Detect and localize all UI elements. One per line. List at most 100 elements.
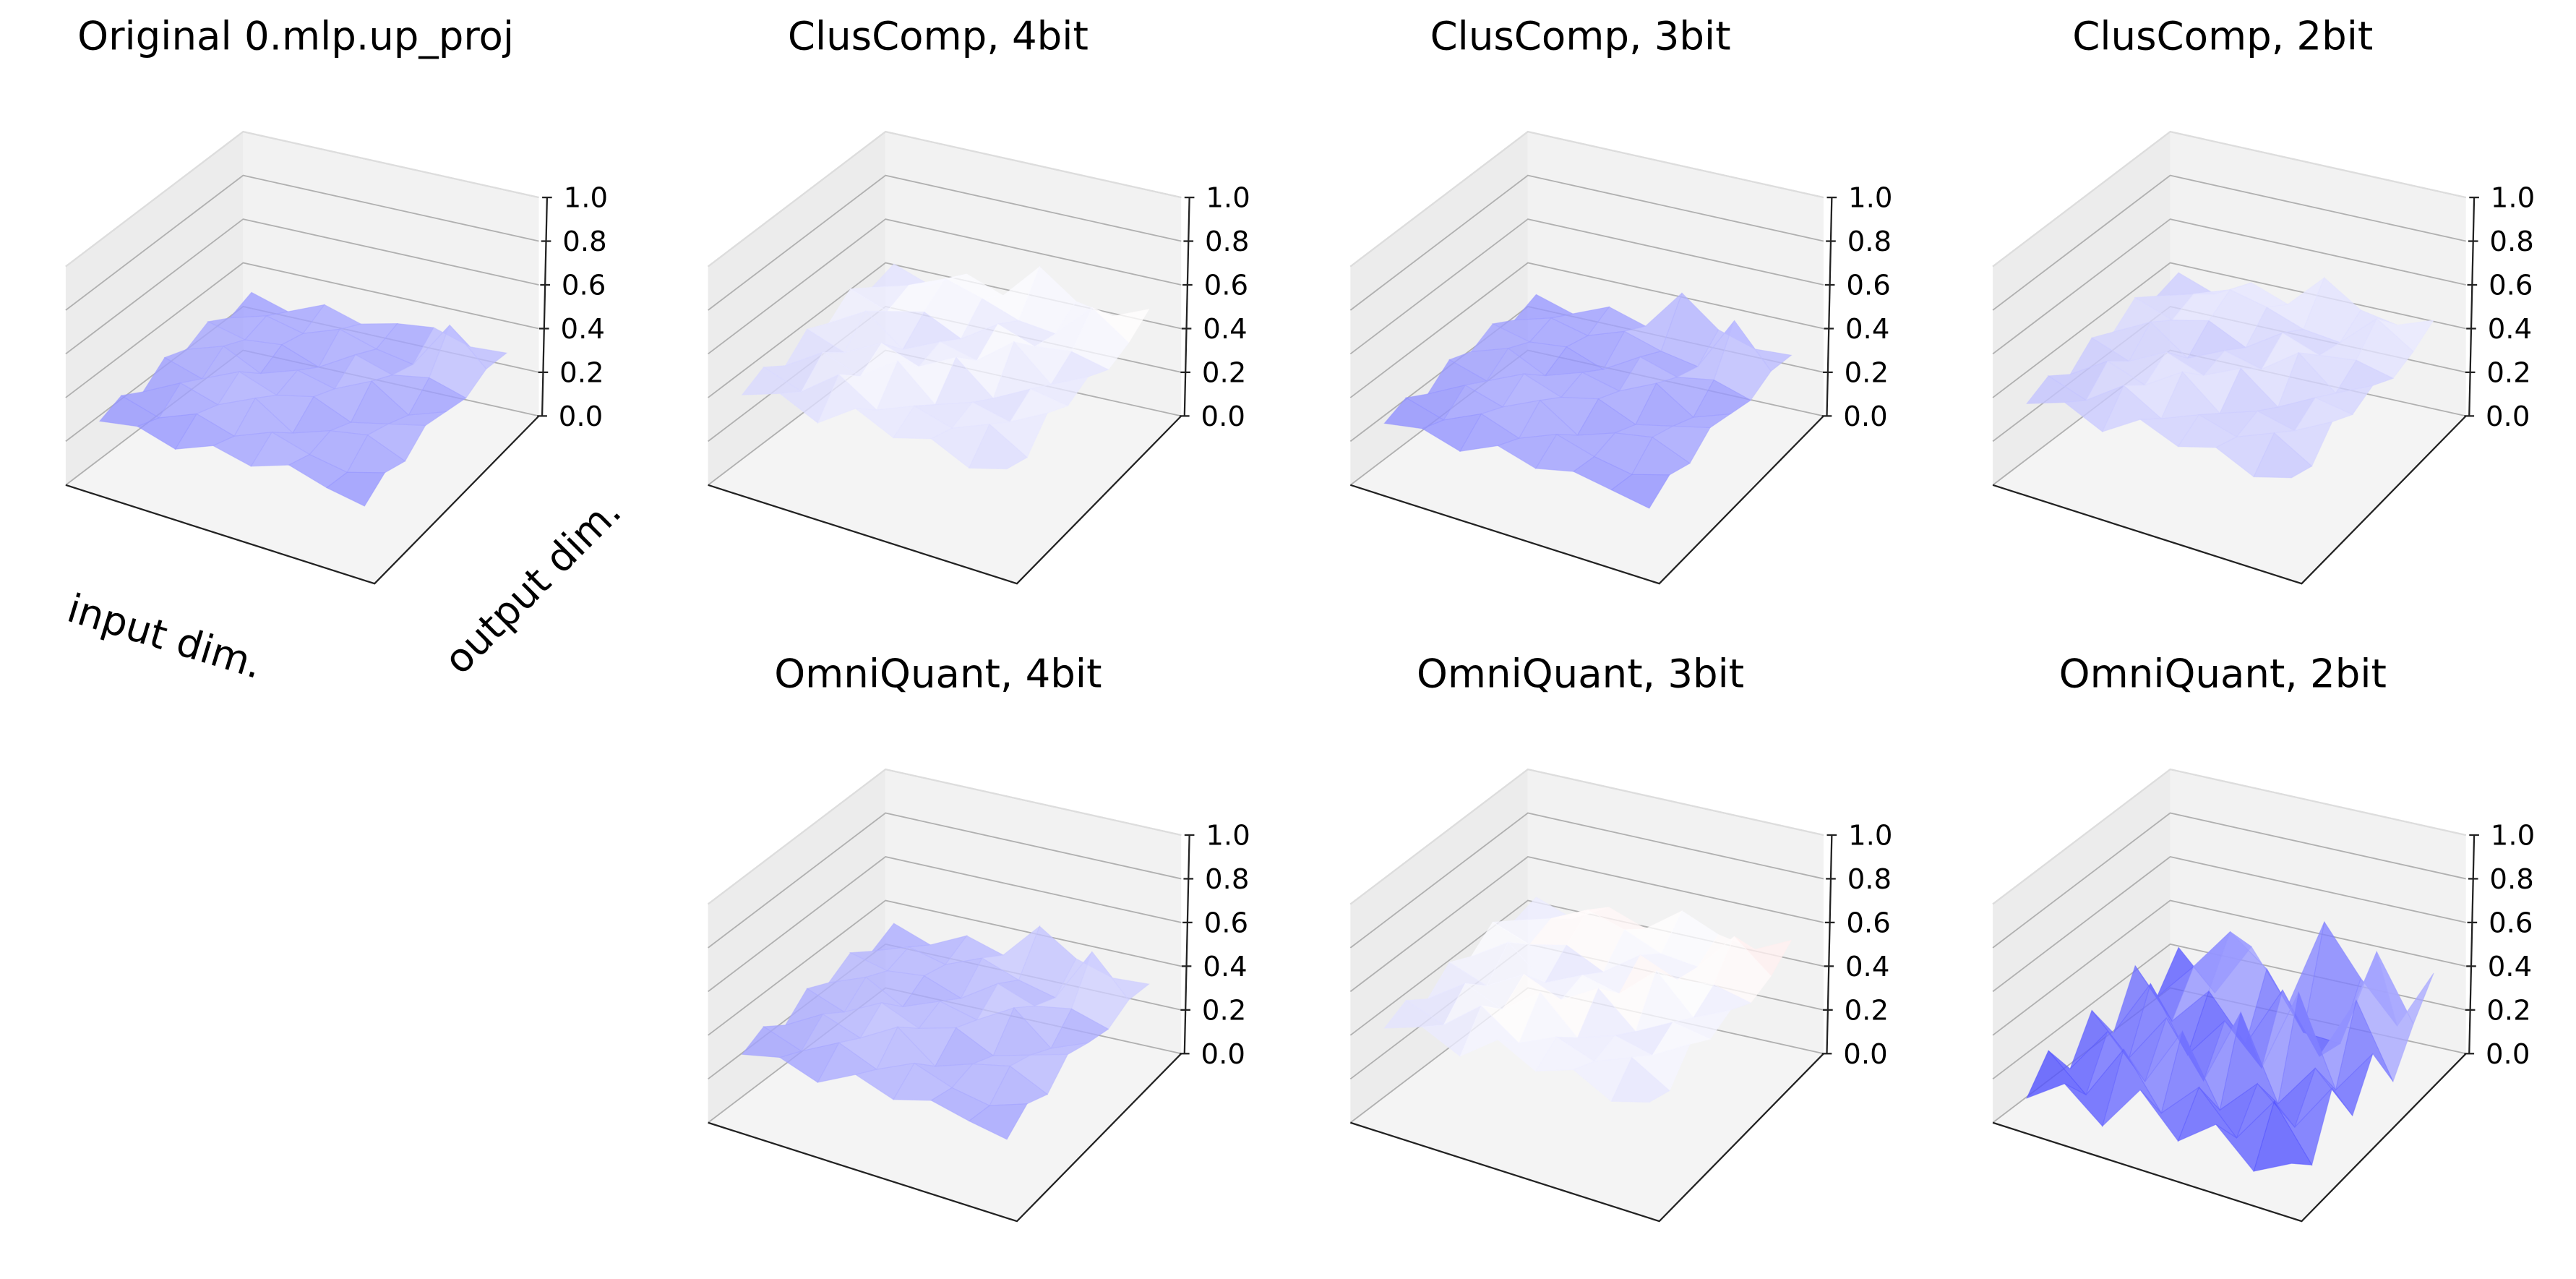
- z-tick-label: 0.2: [559, 357, 604, 390]
- grid-line: [65, 262, 539, 398]
- z-tick-label: 0.8: [2489, 226, 2533, 258]
- z-tick-label: 0.2: [2486, 994, 2530, 1027]
- z-tick-label: 1.0: [1848, 182, 1892, 215]
- surface: [1383, 292, 1793, 509]
- z-tick-label: 0.4: [2488, 951, 2532, 983]
- pane-edge: [1992, 415, 2467, 585]
- left-pane: [708, 769, 886, 1123]
- grid-line: [1349, 174, 1824, 311]
- subplot: 0.0 0.2 0.4 0.6 0.8 1.0 OmniQuant, 3bit: [1349, 650, 1893, 1223]
- z-tick-label: 0.2: [2486, 357, 2530, 390]
- z-tick-label: 1.0: [564, 182, 608, 215]
- surface-patch: [1610, 474, 1670, 509]
- z-axis: [2468, 834, 2476, 1054]
- z-tick-label: 1.0: [2491, 182, 2535, 215]
- z-tick-label: 1.0: [1206, 182, 1250, 215]
- surface: [2026, 920, 2434, 1173]
- z-tick-label: 0.2: [1845, 357, 1889, 390]
- z-tick-label: 0.8: [1205, 226, 1249, 258]
- z-tick-label: 0.0: [559, 401, 603, 433]
- z-axis: [541, 197, 549, 416]
- z-axis: [2468, 197, 2476, 416]
- surface-patch: [2253, 1100, 2313, 1172]
- surface: [741, 923, 1150, 1140]
- z-tick-label: 0.0: [2486, 401, 2530, 433]
- subplot: 0.0 0.2 0.4 0.6 0.8 1.0 Original 0.mlp.up_proj…: [62, 13, 630, 688]
- z-tick-label: 0.0: [1201, 1038, 1245, 1071]
- z-tick-label: 1.0: [2491, 820, 2535, 852]
- grid-line: [1349, 856, 1824, 993]
- pane-edge: [65, 130, 539, 268]
- left-pane: [65, 132, 244, 485]
- surface: [2025, 272, 2435, 479]
- z-tick-label: 0.6: [2489, 907, 2533, 940]
- z-tick-label: 0.6: [2489, 270, 2533, 302]
- grid-line: [1349, 218, 1824, 355]
- surface-patch: [1610, 1056, 1670, 1103]
- z-tick-label: 0.6: [562, 270, 606, 302]
- subplot-title: ClusComp, 2bit: [2072, 13, 2373, 59]
- z-tick-label: 0.4: [1845, 313, 1889, 346]
- subplot: 0.0 0.2 0.4 0.6 0.8 1.0 OmniQuant, 4bit: [707, 650, 1250, 1223]
- surface-patch: [2253, 432, 2313, 479]
- pane-edge: [1992, 1053, 2467, 1223]
- subplot: 0.0 0.2 0.4 0.6 0.8 1.0 OmniQuant, 2bit: [1992, 650, 2535, 1223]
- z-tick-label: 0.6: [1204, 270, 1248, 302]
- z-tick-label: 1.0: [1206, 820, 1250, 852]
- left-pane: [1350, 132, 1528, 485]
- subplot-title: OmniQuant, 3bit: [1417, 650, 1744, 696]
- grid-line: [708, 174, 1182, 311]
- z-tick-label: 1.0: [1848, 820, 1892, 852]
- surface-patch: [325, 471, 386, 507]
- pane-edge: [1992, 130, 2466, 268]
- z-tick-label: 0.8: [562, 226, 606, 258]
- pane-edge: [1350, 415, 1824, 585]
- z-tick-label: 0.6: [1846, 907, 1890, 940]
- subplot-title: OmniQuant, 4bit: [774, 650, 1102, 696]
- subplot-title: ClusComp, 4bit: [788, 13, 1089, 59]
- z-tick-label: 0.0: [1201, 401, 1245, 433]
- x-axis-label: input dim.: [62, 585, 267, 688]
- pane-edge: [65, 415, 540, 585]
- grid-line: [1349, 812, 1824, 949]
- subplot-title: OmniQuant, 2bit: [2059, 650, 2387, 696]
- z-tick-label: 0.4: [1203, 951, 1247, 983]
- z-tick-label: 0.2: [1202, 994, 1246, 1027]
- grid-line: [708, 899, 1182, 1036]
- surface-patch: [968, 1103, 1029, 1140]
- grid-line: [1992, 218, 2466, 355]
- z-tick-label: 0.8: [2489, 863, 2533, 896]
- surface: [741, 263, 1150, 470]
- grid-line: [65, 218, 539, 355]
- pane-edge: [708, 415, 1182, 585]
- left-pane: [1993, 769, 2171, 1123]
- z-tick-label: 0.2: [1202, 357, 1246, 390]
- pane-edge: [707, 130, 1182, 268]
- z-tick-label: 0.4: [2488, 313, 2532, 346]
- grid-line: [708, 812, 1182, 949]
- surface-patch: [968, 423, 1029, 470]
- grid-line: [1992, 174, 2466, 311]
- grid-line: [1992, 262, 2466, 398]
- z-tick-label: 0.4: [1203, 313, 1247, 346]
- y-axis-label: output dim.: [435, 488, 630, 683]
- pane-edge: [1350, 1053, 1824, 1223]
- grid-line: [1349, 262, 1824, 398]
- z-tick-label: 0.0: [1843, 1038, 1887, 1071]
- pane-edge: [707, 768, 1182, 905]
- surface: [98, 291, 508, 507]
- z-tick-label: 0.2: [1845, 994, 1889, 1027]
- grid-line: [1992, 899, 2466, 1036]
- z-tick-label: 0.0: [2486, 1038, 2530, 1071]
- z-tick-label: 0.6: [1846, 270, 1890, 302]
- z-tick-label: 0.4: [1845, 951, 1889, 983]
- subplot: 0.0 0.2 0.4 0.6 0.8 1.0 ClusComp, 4bit: [707, 13, 1250, 585]
- subplot: 0.0 0.2 0.4 0.6 0.8 1.0 ClusComp, 2bit: [1992, 13, 2535, 585]
- surface: [1383, 897, 1793, 1103]
- subplot: 0.0 0.2 0.4 0.6 0.8 1.0 ClusComp, 3bit: [1349, 13, 1893, 585]
- z-axis: [1183, 834, 1190, 1054]
- z-tick-label: 0.8: [1205, 863, 1249, 896]
- z-axis: [1826, 834, 1833, 1054]
- left-pane: [1350, 769, 1528, 1123]
